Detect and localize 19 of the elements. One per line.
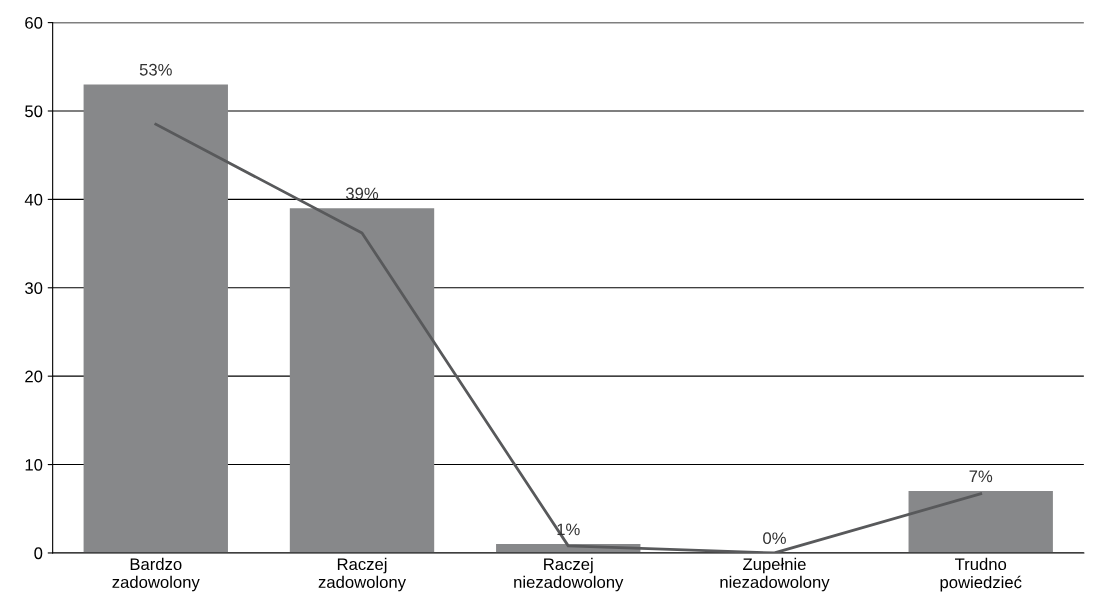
y-tick-label: 40 [24,193,43,206]
y-tick-label: 0 [34,547,43,560]
data-label: 0% [763,532,786,545]
y-tick-label: 30 [25,282,43,294]
x-tick-label: Raczej zadowolony [318,557,406,592]
bar [83,84,228,553]
bar [289,208,435,553]
data-label: 53% [139,63,172,76]
x-tick-label: Trudno powiedzieć [940,557,1022,592]
x-tick-label: Raczej niezadowolony [514,557,624,592]
x-tick-label: Zupełnie niezadowolony [720,557,830,592]
bar [908,491,1053,553]
y-tick-label: 60 [25,17,43,29]
data-label: 39% [345,187,379,200]
y-tick-label: 10 [25,458,43,471]
x-tick-label: Bardzo zadowolony [112,557,200,592]
y-tick-label: 20 [25,370,43,383]
data-label: 7% [969,470,993,483]
y-tick-label: 50 [25,105,43,118]
